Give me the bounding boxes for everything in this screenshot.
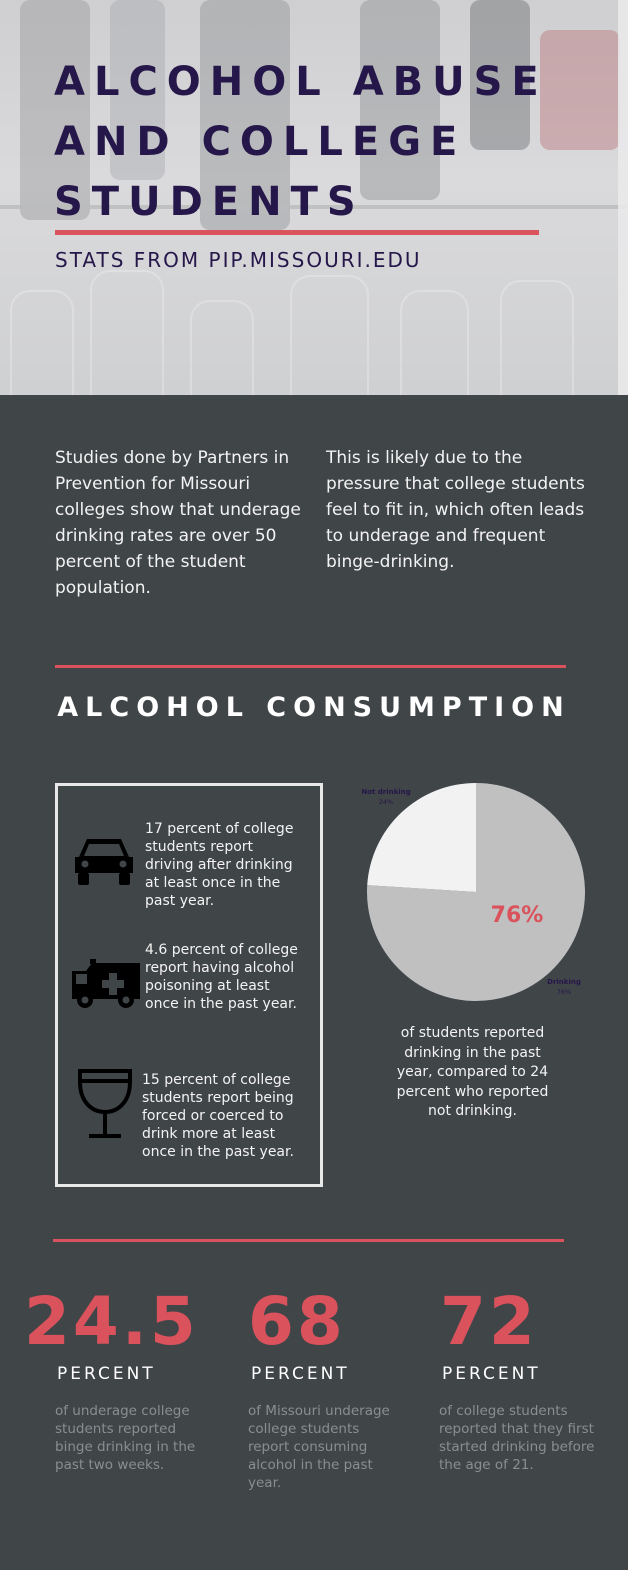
big-stat-unit-1: PERCENT: [57, 1364, 156, 1384]
section-title: ALCOHOL CONSUMPTION: [57, 692, 571, 723]
intro-paragraph-left: Studies done by Partners in Prevention f…: [55, 448, 301, 598]
stat-text-driving: 17 percent of college students report dr…: [145, 821, 294, 909]
pie-label-drinking: Drinking: [547, 978, 581, 986]
page-title: ALCOHOL ABUSE AND COLLEGE STUDENTS: [54, 59, 548, 225]
stat-row-poisoning: 4.6 percent of college report having alc…: [58, 936, 320, 1046]
title-underline: [55, 230, 539, 235]
big-stat-number-2: 68: [248, 1283, 346, 1360]
wine-glass-icon: [78, 1069, 132, 1138]
page-subtitle: STATS FROM PIP.MISSOURI.EDU: [55, 248, 422, 272]
pie-center-label: 76%: [491, 903, 544, 928]
section-divider-2: [53, 1239, 564, 1242]
car-icon: [75, 839, 133, 885]
big-stat-unit-2: PERCENT: [251, 1364, 350, 1384]
stats-box: 17 percent of college students report dr…: [55, 783, 323, 1187]
big-stat-number-1: 24.5: [24, 1283, 199, 1360]
section-divider: [55, 665, 566, 668]
stat-row-driving: 17 percent of college students report dr…: [58, 811, 320, 921]
stat-text-coerced: 15 percent of college students report be…: [142, 1072, 294, 1160]
pie-value-not-drinking: 24%: [379, 798, 393, 806]
stat-row-coerced: 15 percent of college students report be…: [58, 1066, 320, 1176]
pie-label-not-drinking: Not drinking: [361, 788, 410, 796]
ambulance-icon: [72, 959, 140, 1008]
pie-caption: of students reported drinking in the pas…: [396, 1025, 549, 1119]
header-banner: ALCOHOL ABUSE AND COLLEGE STUDENTS STATS…: [0, 0, 628, 395]
big-stat-desc-2: of Missouri underage college students re…: [248, 1403, 390, 1491]
big-stat-number-3: 72: [440, 1283, 538, 1360]
pie-slice-not-drinking: [367, 783, 476, 892]
pie-value-drinking: 76%: [557, 988, 571, 996]
stat-text-poisoning: 4.6 percent of college report having alc…: [145, 942, 298, 1012]
intro-paragraph-right: This is likely due to the pressure that …: [326, 448, 585, 572]
big-stat-desc-3: of college students reported that they f…: [439, 1403, 595, 1473]
big-stat-desc-1: of underage college students reported bi…: [55, 1403, 196, 1473]
pie-chart: 76% Not drinking 24% Drinking 76%: [361, 783, 585, 1001]
big-stat-unit-3: PERCENT: [442, 1364, 541, 1384]
